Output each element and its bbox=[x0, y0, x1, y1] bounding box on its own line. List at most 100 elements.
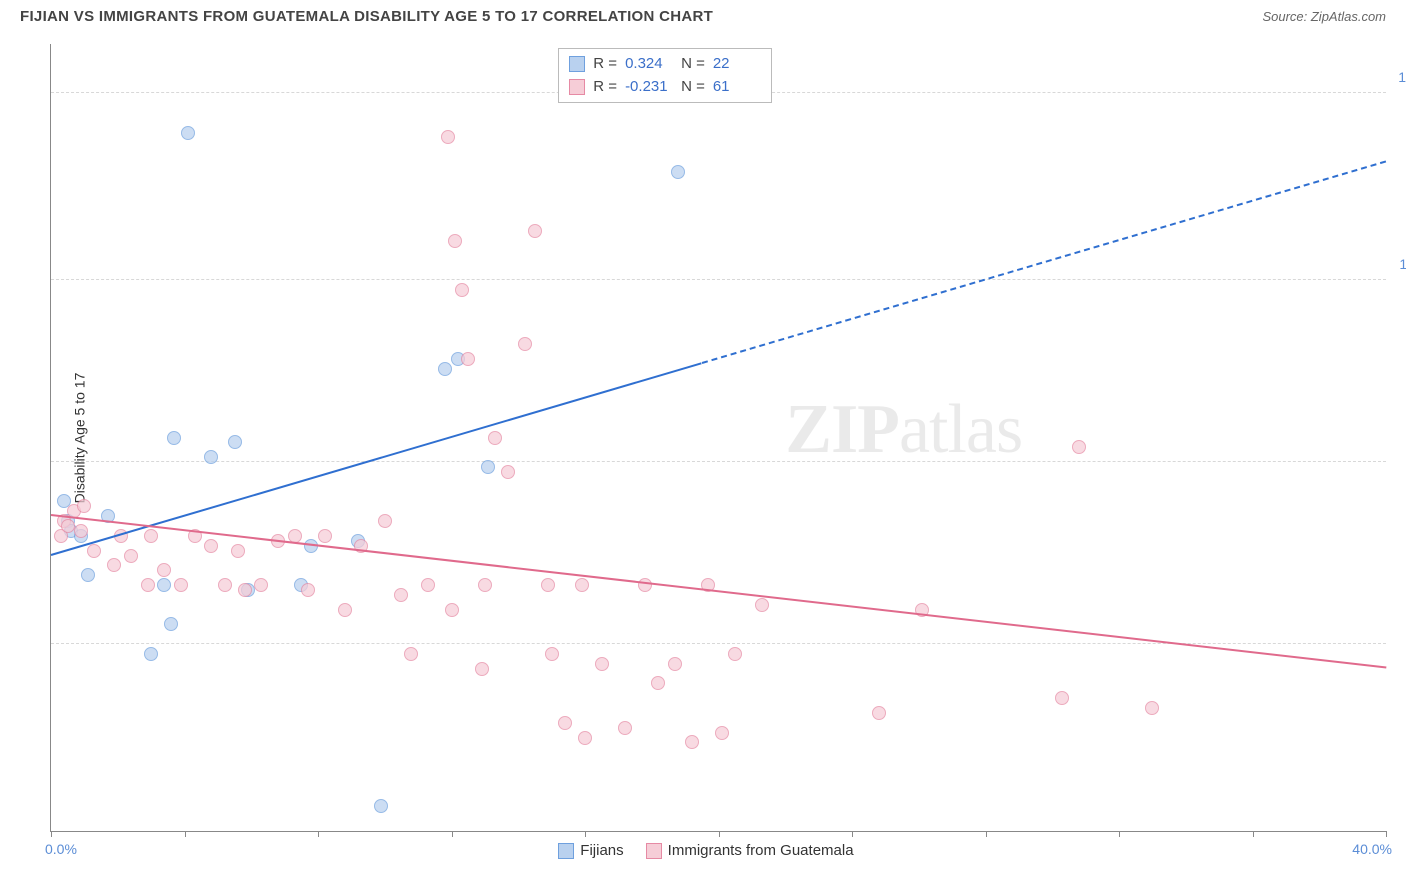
series-swatch bbox=[569, 79, 585, 95]
data-point bbox=[157, 563, 171, 577]
data-point bbox=[231, 544, 245, 558]
data-point bbox=[518, 337, 532, 351]
x-max-label: 40.0% bbox=[1352, 841, 1392, 857]
series-swatch bbox=[569, 56, 585, 72]
data-point bbox=[685, 735, 699, 749]
x-tick bbox=[585, 831, 586, 837]
data-point bbox=[501, 465, 515, 479]
stat-label: R = bbox=[593, 53, 617, 76]
stat-label: N = bbox=[681, 53, 705, 76]
trend-line bbox=[702, 160, 1387, 364]
stat-n-value: 22 bbox=[713, 53, 761, 76]
data-point bbox=[61, 519, 75, 533]
data-point bbox=[651, 676, 665, 690]
y-tick-label: 15.0% bbox=[1398, 69, 1406, 85]
data-point bbox=[671, 165, 685, 179]
stats-row: R = 0.324 N = 22 bbox=[569, 53, 761, 76]
x-tick bbox=[1386, 831, 1387, 837]
data-point bbox=[448, 234, 462, 248]
legend-item: Fijians bbox=[558, 842, 623, 859]
legend: Fijians Immigrants from Guatemala bbox=[558, 842, 853, 859]
data-point bbox=[421, 578, 435, 592]
data-point bbox=[74, 524, 88, 538]
data-point bbox=[394, 588, 408, 602]
gridline-h bbox=[51, 461, 1386, 462]
data-point bbox=[338, 603, 352, 617]
x-tick bbox=[719, 831, 720, 837]
data-point bbox=[475, 662, 489, 676]
data-point bbox=[1072, 440, 1086, 454]
chart-header: FIJIAN VS IMMIGRANTS FROM GUATEMALA DISA… bbox=[0, 0, 1406, 29]
legend-swatch bbox=[646, 843, 662, 859]
data-point bbox=[374, 799, 388, 813]
x-tick bbox=[51, 831, 52, 837]
data-point bbox=[238, 583, 252, 597]
data-point bbox=[144, 647, 158, 661]
data-point bbox=[77, 499, 91, 513]
data-point bbox=[438, 362, 452, 376]
data-point bbox=[228, 435, 242, 449]
data-point bbox=[378, 514, 392, 528]
data-point bbox=[488, 431, 502, 445]
gridline-h bbox=[51, 279, 1386, 280]
data-point bbox=[144, 529, 158, 543]
data-point bbox=[715, 726, 729, 740]
data-point bbox=[558, 716, 572, 730]
data-point bbox=[872, 706, 886, 720]
data-point bbox=[124, 549, 138, 563]
chart-title: FIJIAN VS IMMIGRANTS FROM GUATEMALA DISA… bbox=[20, 8, 713, 25]
source-attribution: Source: ZipAtlas.com bbox=[1262, 9, 1386, 24]
y-tick-label: 11.2% bbox=[1399, 256, 1406, 272]
data-point bbox=[528, 224, 542, 238]
data-point bbox=[618, 721, 632, 735]
stat-r-value: -0.231 bbox=[625, 76, 673, 99]
stat-label: N = bbox=[681, 76, 705, 99]
data-point bbox=[575, 578, 589, 592]
data-point bbox=[164, 617, 178, 631]
scatter-plot: ZIPatlas 3.8%7.5%11.2%15.0%0.0%40.0%R =0… bbox=[50, 44, 1386, 832]
x-tick bbox=[318, 831, 319, 837]
data-point bbox=[478, 578, 492, 592]
data-point bbox=[404, 647, 418, 661]
stat-r-value: 0.324 bbox=[625, 53, 673, 76]
stat-n-value: 61 bbox=[713, 76, 761, 99]
data-point bbox=[157, 578, 171, 592]
data-point bbox=[218, 578, 232, 592]
data-point bbox=[441, 130, 455, 144]
legend-item: Immigrants from Guatemala bbox=[646, 842, 854, 859]
data-point bbox=[755, 598, 769, 612]
data-point bbox=[318, 529, 332, 543]
data-point bbox=[87, 544, 101, 558]
data-point bbox=[1055, 691, 1069, 705]
data-point bbox=[174, 578, 188, 592]
data-point bbox=[578, 731, 592, 745]
plot-area: Disability Age 5 to 17 ZIPatlas 3.8%7.5%… bbox=[50, 44, 1386, 832]
data-point bbox=[638, 578, 652, 592]
data-point bbox=[668, 657, 682, 671]
legend-label: Fijians bbox=[580, 842, 623, 859]
data-point bbox=[301, 583, 315, 597]
data-point bbox=[107, 558, 121, 572]
x-tick bbox=[1253, 831, 1254, 837]
watermark: ZIPatlas bbox=[785, 390, 1022, 470]
data-point bbox=[254, 578, 268, 592]
x-tick bbox=[1119, 831, 1120, 837]
data-point bbox=[728, 647, 742, 661]
x-tick bbox=[986, 831, 987, 837]
legend-label: Immigrants from Guatemala bbox=[668, 842, 854, 859]
x-tick bbox=[185, 831, 186, 837]
data-point bbox=[541, 578, 555, 592]
data-point bbox=[167, 431, 181, 445]
data-point bbox=[81, 568, 95, 582]
x-tick bbox=[852, 831, 853, 837]
data-point bbox=[545, 647, 559, 661]
data-point bbox=[445, 603, 459, 617]
x-min-label: 0.0% bbox=[45, 841, 77, 857]
data-point bbox=[141, 578, 155, 592]
stats-row: R =-0.231N =61 bbox=[569, 76, 761, 99]
stats-box: R = 0.324 N = 22R = -0.231 N = 61 bbox=[558, 48, 772, 103]
legend-swatch bbox=[558, 843, 574, 859]
data-point bbox=[481, 460, 495, 474]
data-point bbox=[461, 352, 475, 366]
data-point bbox=[181, 126, 195, 140]
